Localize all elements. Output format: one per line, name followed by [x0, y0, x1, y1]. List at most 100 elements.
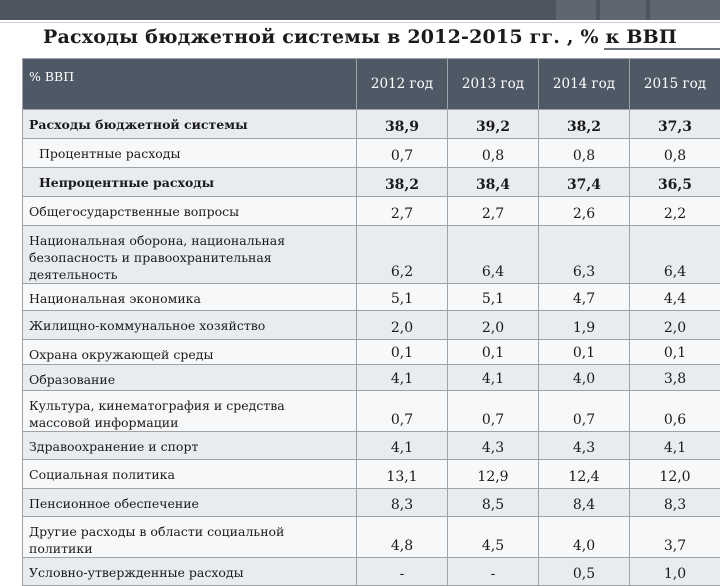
row-label: Жилищно-коммунальное хозяйство — [23, 311, 357, 340]
row-value: 0,5 — [539, 558, 630, 586]
table-row: Культура, кинематография и средства масс… — [23, 391, 720, 432]
header-year: 2013 год — [448, 59, 539, 110]
row-value: 4,4 — [630, 284, 720, 311]
row-value: 3,8 — [630, 365, 720, 391]
row-value: 12,4 — [539, 460, 630, 489]
row-value: 4,8 — [357, 517, 448, 558]
row-value: 38,2 — [357, 168, 448, 197]
header-year: 2014 год — [539, 59, 630, 110]
row-value: 4,3 — [539, 432, 630, 460]
table-row: Общегосударственные вопросы 2,7 2,7 2,6 … — [23, 197, 720, 226]
row-value: 2,0 — [630, 311, 720, 340]
row-label: Процентные расходы — [23, 139, 357, 168]
row-value: 2,0 — [357, 311, 448, 340]
title-underline — [604, 48, 720, 50]
row-value: 6,4 — [448, 226, 539, 284]
header-label: % ВВП — [23, 59, 357, 110]
row-value: 5,1 — [357, 284, 448, 311]
row-value: 4,1 — [357, 432, 448, 460]
row-value: 39,2 — [448, 110, 539, 139]
row-value: 4,1 — [357, 365, 448, 391]
row-value: 37,4 — [539, 168, 630, 197]
row-value: 0,7 — [539, 391, 630, 432]
row-value: - — [357, 558, 448, 586]
row-value: 36,5 — [630, 168, 720, 197]
row-value: 3,7 — [630, 517, 720, 558]
table-row: Жилищно-коммунальное хозяйство 2,0 2,0 1… — [23, 311, 720, 340]
row-value: 6,3 — [539, 226, 630, 284]
header-year: 2015 год — [630, 59, 720, 110]
row-label: Социальная политика — [23, 460, 357, 489]
row-label: Национальная оборона, национальная безоп… — [23, 226, 357, 284]
top-bar-segment — [556, 0, 596, 20]
row-value: 6,2 — [357, 226, 448, 284]
row-value: 38,9 — [357, 110, 448, 139]
row-value: 4,7 — [539, 284, 630, 311]
row-value: 2,7 — [357, 197, 448, 226]
table-row: Условно-утвержденные расходы - - 0,5 1,0 — [23, 558, 720, 586]
row-value: 38,2 — [539, 110, 630, 139]
row-value: 4,0 — [539, 517, 630, 558]
row-value: 2,6 — [539, 197, 630, 226]
table-row: Социальная политика 13,1 12,9 12,4 12,0 — [23, 460, 720, 489]
slide-top-bar — [0, 0, 720, 20]
table-row: Здравоохранение и спорт 4,1 4,3 4,3 4,1 — [23, 432, 720, 460]
row-value: 37,3 — [630, 110, 720, 139]
table-row: Процентные расходы 0,7 0,8 0,8 0,8 — [23, 139, 720, 168]
table-row: Непроцентные расходы 38,2 38,4 37,4 36,5 — [23, 168, 720, 197]
row-value: 38,4 — [448, 168, 539, 197]
row-value: 4,5 — [448, 517, 539, 558]
row-value: 4,3 — [448, 432, 539, 460]
row-value: 2,0 — [448, 311, 539, 340]
table-header-row: % ВВП 2012 год 2013 год 2014 год 2015 го… — [23, 59, 720, 110]
row-value: 13,1 — [357, 460, 448, 489]
row-value: 0,7 — [357, 391, 448, 432]
row-label: Непроцентные расходы — [23, 168, 357, 197]
row-value: 0,1 — [630, 340, 720, 365]
budget-table: % ВВП 2012 год 2013 год 2014 год 2015 го… — [22, 58, 720, 586]
row-label: Пенсионное обеспечение — [23, 489, 357, 517]
table-row: Другие расходы в области социальной поли… — [23, 517, 720, 558]
row-value: 0,8 — [630, 139, 720, 168]
row-value: 8,3 — [357, 489, 448, 517]
row-label: Здравоохранение и спорт — [23, 432, 357, 460]
row-value: 0,8 — [448, 139, 539, 168]
table-row: Национальная оборона, национальная безоп… — [23, 226, 720, 284]
row-label: Культура, кинематография и средства масс… — [23, 391, 357, 432]
row-value: 8,3 — [630, 489, 720, 517]
row-value: 12,9 — [448, 460, 539, 489]
row-value: 0,7 — [357, 139, 448, 168]
row-label: Другие расходы в области социальной поли… — [23, 517, 357, 558]
row-value: 6,4 — [630, 226, 720, 284]
row-value: 8,5 — [448, 489, 539, 517]
row-value: 2,2 — [630, 197, 720, 226]
row-label: Общегосударственные вопросы — [23, 197, 357, 226]
table-row: Национальная экономика 5,1 5,1 4,7 4,4 — [23, 284, 720, 311]
row-value: 5,1 — [448, 284, 539, 311]
row-value: 4,1 — [630, 432, 720, 460]
slide-title: Расходы бюджетной системы в 2012-2015 гг… — [0, 26, 720, 48]
row-label: Охрана окружающей среды — [23, 340, 357, 365]
row-value: 0,6 — [630, 391, 720, 432]
top-bar-segment — [600, 0, 646, 20]
header-year: 2012 год — [357, 59, 448, 110]
row-value: 4,1 — [448, 365, 539, 391]
table-row: Пенсионное обеспечение 8,3 8,5 8,4 8,3 — [23, 489, 720, 517]
row-value: 12,0 — [630, 460, 720, 489]
header-divider — [0, 22, 720, 23]
row-value: 0,1 — [448, 340, 539, 365]
row-value: 0,1 — [357, 340, 448, 365]
row-value: 1,0 — [630, 558, 720, 586]
row-value: - — [448, 558, 539, 586]
row-value: 2,7 — [448, 197, 539, 226]
table-row: Образование 4,1 4,1 4,0 3,8 — [23, 365, 720, 391]
row-value: 1,9 — [539, 311, 630, 340]
table-row: Расходы бюджетной системы 38,9 39,2 38,2… — [23, 110, 720, 139]
row-value: 0,8 — [539, 139, 630, 168]
row-value: 8,4 — [539, 489, 630, 517]
row-label: Образование — [23, 365, 357, 391]
table-row: Охрана окружающей среды 0,1 0,1 0,1 0,1 — [23, 340, 720, 365]
row-label: Национальная экономика — [23, 284, 357, 311]
row-value: 0,7 — [448, 391, 539, 432]
row-value: 0,1 — [539, 340, 630, 365]
